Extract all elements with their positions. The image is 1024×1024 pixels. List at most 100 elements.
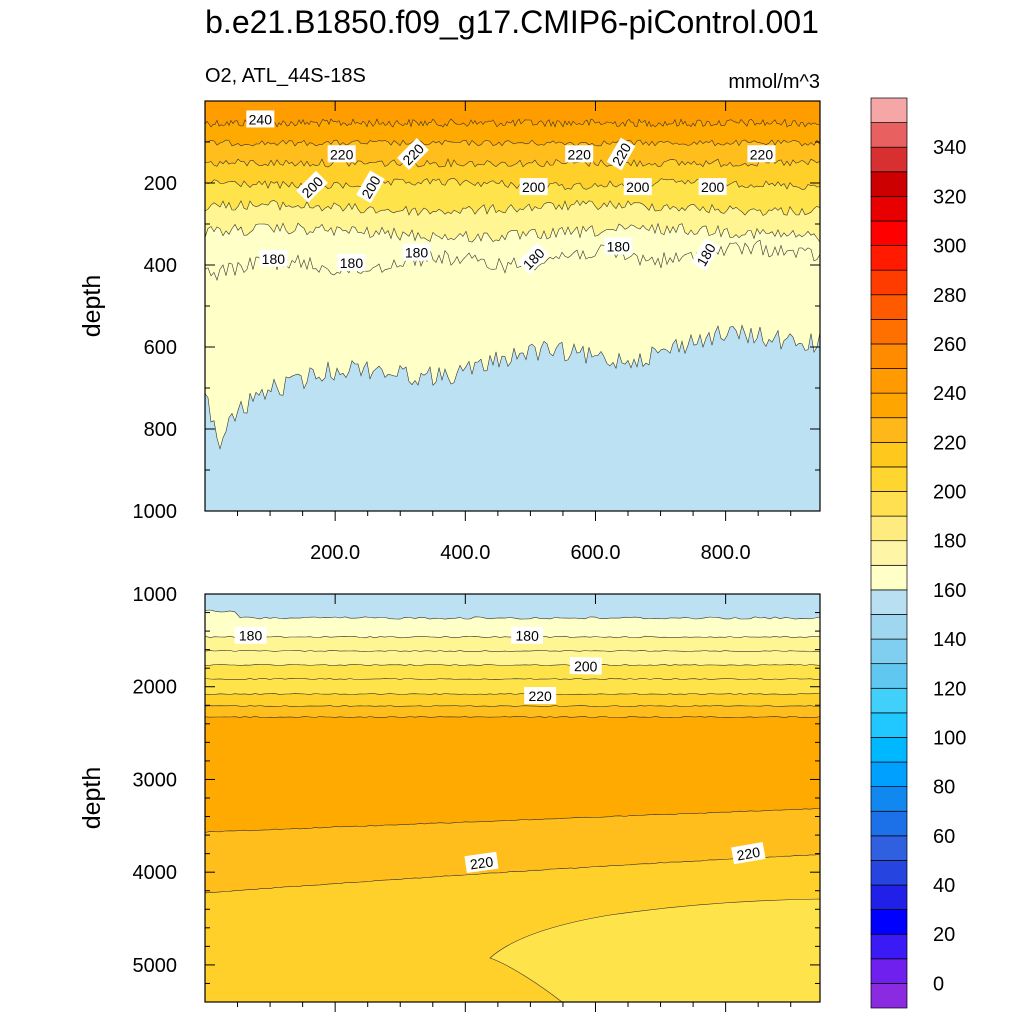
colorbar-box [870, 589, 908, 615]
colorbar-label: 300 [933, 236, 966, 258]
colorbar-box [870, 245, 908, 271]
upper-contour-label-bg [246, 110, 275, 128]
colorbar: 3403203002802602402202001801601401201008… [870, 97, 966, 1009]
lower-contour-label-text: 220 [736, 844, 762, 864]
upper-panel-axes: 200 400 600 800 1000 200.0 400.0 600.0 800.0 [133, 100, 821, 564]
upper-subtitle-left: O2, ATL_44S-18S [205, 65, 366, 87]
lower-y-tick-label: 3000 [133, 769, 178, 791]
upper-contour-label: 180 [337, 253, 366, 271]
lower-contour-label-bg [731, 841, 766, 865]
upper-band-160-contour [205, 324, 820, 450]
colorbar-box [870, 146, 908, 173]
upper-contour-label: 220 [565, 145, 594, 163]
colorbar-box [870, 884, 908, 910]
upper-contour-label-text: 180 [405, 245, 429, 261]
colorbar-box [870, 466, 908, 492]
lower-contour-label-text: 180 [515, 628, 539, 644]
upper-x-tick-label: 200.0 [310, 542, 360, 564]
colorbar-box [870, 614, 908, 640]
colorbar-label: 40 [933, 875, 955, 897]
colorbar-box [870, 712, 908, 738]
upper-contour-label-bg [396, 138, 429, 170]
upper-contour-label-bg [337, 253, 366, 271]
upper-contour-label-text: 180 [262, 251, 286, 267]
colorbar-label: 0 [933, 973, 944, 995]
upper-contour-label: 200 [698, 178, 727, 196]
upper-contour-label-bg [259, 249, 288, 267]
upper-contour-label-text: 200 [701, 179, 725, 195]
lower-contour-label: 180 [234, 626, 267, 644]
upper-band-160 [205, 325, 820, 511]
lower-band-220-contour [205, 705, 820, 707]
lower-band-210-contour [205, 693, 820, 695]
colorbar-box [870, 515, 908, 542]
upper-contour-label: 220 [327, 145, 356, 163]
colorbar-box [870, 392, 908, 419]
colorbar-box [870, 933, 908, 960]
colorbar-label: 240 [933, 383, 966, 405]
upper-contour-label-bg [604, 237, 633, 255]
colorbar-box [870, 983, 908, 1009]
upper-band-210-contour [205, 158, 820, 168]
lower-contour-label: 220 [464, 851, 499, 874]
colorbar-box [870, 737, 908, 763]
upper-x-tick-label: 600.0 [570, 542, 620, 564]
colorbar-box [870, 441, 908, 468]
upper-subtitle-right: mmol/m^3 [728, 71, 820, 93]
upper-contour-label: 180 [604, 237, 633, 255]
colorbar-label: 80 [933, 777, 955, 799]
colorbar-box [870, 638, 908, 665]
colorbar-box [870, 810, 908, 837]
upper-contour-label: 240 [246, 110, 275, 128]
upper-contour-label-bg [517, 242, 550, 275]
colorbar-label: 220 [933, 432, 966, 454]
colorbar-box [870, 122, 908, 148]
upper-contour-label-bg [565, 145, 594, 163]
upper-contour-label-bg [519, 178, 548, 196]
lower-y-axis-label: depth [78, 767, 106, 830]
colorbar-label: 180 [933, 531, 966, 553]
upper-band-180-contour [205, 222, 820, 243]
upper-contour-label-text: 220 [750, 146, 774, 162]
upper-contour-label-bg [356, 170, 385, 204]
lower-contour-label: 220 [731, 841, 766, 865]
lower-band-200-tongue [489, 898, 820, 1002]
lower-band-210b-contour [205, 854, 820, 894]
upper-contour-label-text: 180 [340, 255, 364, 271]
upper-contour-label: 180 [259, 249, 288, 267]
upper-contour-label: 220 [747, 145, 776, 163]
upper-contour-label-text: 200 [626, 179, 650, 195]
lower-contour-label-text: 200 [574, 658, 598, 674]
colorbar-label: 60 [933, 826, 955, 848]
colorbar-box [870, 220, 908, 246]
colorbar-label: 320 [933, 186, 966, 208]
colorbar-box [870, 171, 908, 197]
colorbar-box [870, 319, 908, 345]
colorbar-label: 280 [933, 285, 966, 307]
lower-panel-fill [205, 594, 820, 1002]
colorbar-box [870, 368, 908, 394]
lower-band-190-contour [205, 650, 820, 652]
upper-contour-label-bg [296, 170, 328, 203]
colorbar-label: 160 [933, 580, 966, 602]
upper-y-tick-label: 400 [144, 255, 177, 277]
colorbar-box [870, 417, 908, 443]
upper-band-220-contour [205, 139, 820, 147]
colorbar-box [870, 564, 908, 591]
lower-contour-label-text: 220 [528, 688, 552, 704]
colorbar-box [870, 540, 908, 566]
lower-contour-label-bg [511, 626, 544, 645]
upper-contour-label-bg [606, 137, 636, 171]
lower-contour-label-bg [464, 851, 499, 874]
upper-contour-label-text: 220 [568, 146, 592, 162]
colorbar-label: 120 [933, 678, 966, 700]
colorbar-box [870, 958, 908, 984]
lower-contour-label: 200 [569, 657, 602, 675]
colorbar-label: 340 [933, 137, 966, 159]
lower-y-tick-label: 5000 [133, 955, 178, 977]
colorbar-box [870, 97, 908, 123]
lower-y-tick-label: 1000 [133, 584, 178, 606]
lower-contour-label: 180 [511, 626, 544, 645]
colorbar-box [870, 860, 908, 886]
